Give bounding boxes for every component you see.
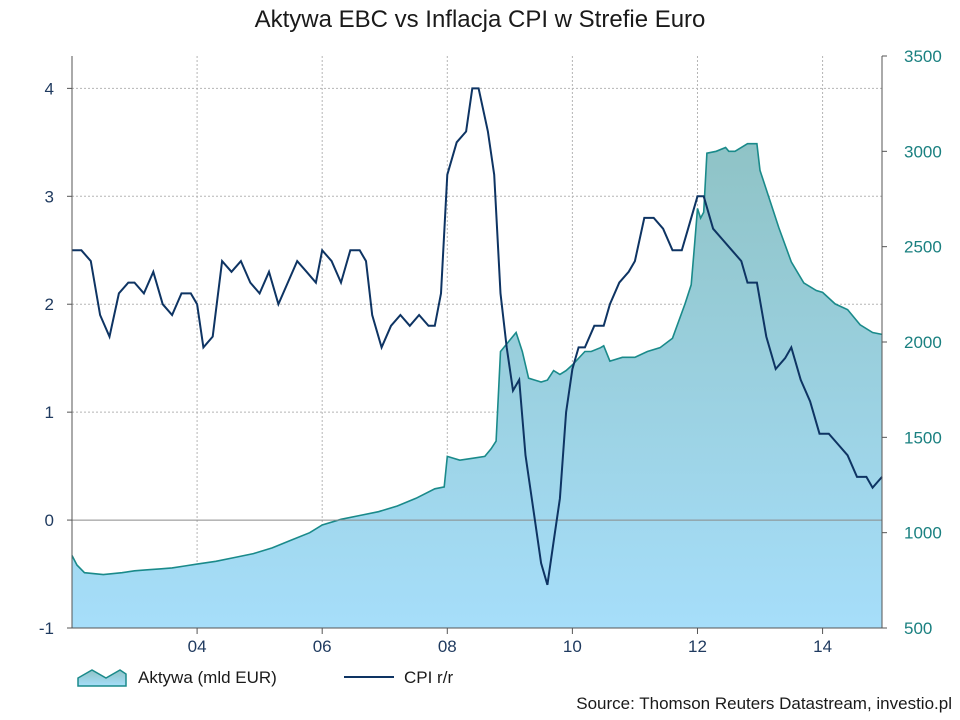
left-axis-tick-label: 4 bbox=[45, 79, 54, 98]
legend-swatch-assets bbox=[77, 669, 127, 687]
source-note: Source: Thomson Reuters Datastream, inve… bbox=[576, 694, 952, 713]
left-axis-tick-label: -1 bbox=[39, 619, 54, 638]
assets-area-outline bbox=[71, 142, 883, 576]
x-axis-tick-label: 08 bbox=[438, 637, 457, 656]
legend-label-cpi: CPI r/r bbox=[404, 668, 453, 687]
x-axis-tick-label: 14 bbox=[813, 637, 832, 656]
right-axis-tick-label: 500 bbox=[904, 619, 932, 638]
left-axis-tick-label: 3 bbox=[45, 187, 54, 206]
chart-title: Aktywa EBC vs Inflacja CPI w Strefie Eur… bbox=[254, 6, 706, 33]
right-axis-tick-label: 3500 bbox=[904, 47, 942, 66]
left-axis-tick-label: 0 bbox=[45, 511, 54, 530]
cpi-line-series bbox=[72, 87, 883, 586]
right-axis-tick-label: 2500 bbox=[904, 238, 942, 257]
assets-area-fill bbox=[72, 143, 882, 628]
left-axis-tick-label: 2 bbox=[45, 295, 54, 314]
right-axis-tick-label: 3000 bbox=[904, 142, 942, 161]
right-axis-tick-label: 1500 bbox=[904, 428, 942, 447]
x-axis-tick-label: 10 bbox=[563, 637, 582, 656]
x-axis-tick-label: 06 bbox=[313, 637, 332, 656]
right-axis-tick-label: 2000 bbox=[904, 333, 942, 352]
cpi-line bbox=[72, 87, 883, 586]
right-axis-tick-label: 1000 bbox=[904, 524, 942, 543]
left-axis-tick-label: 1 bbox=[45, 403, 54, 422]
x-axis-tick-label: 04 bbox=[188, 637, 207, 656]
legend-label-assets: Aktywa (mld EUR) bbox=[138, 668, 277, 687]
assets-area-series bbox=[71, 142, 883, 628]
legend: Aktywa (mld EUR) CPI r/r bbox=[77, 668, 453, 687]
x-axis-tick-label: 12 bbox=[688, 637, 707, 656]
